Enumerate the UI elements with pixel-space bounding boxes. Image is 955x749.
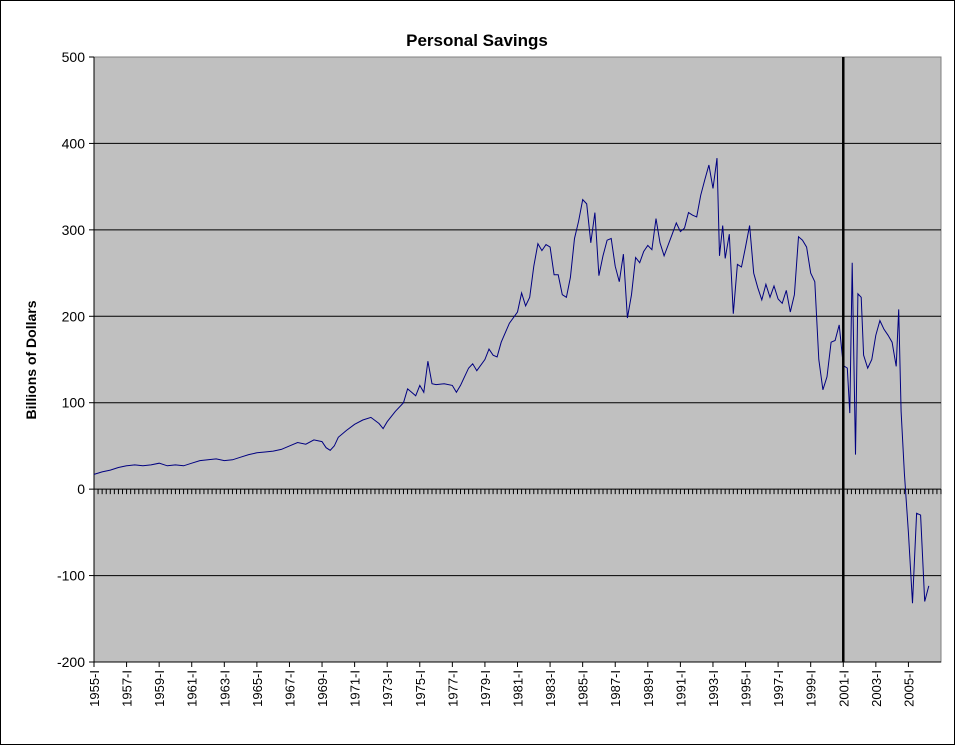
y-tick-label: 300 [62,222,86,238]
x-tick-label: 1955-I [87,670,102,707]
y-axis-ticks: -200 -100 0 100 200 300 400 500 [57,49,95,670]
x-axis-minor-ticks [93,489,942,495]
x-tick-label: 1963-I [217,670,232,707]
x-tick-label: 1985-I [576,670,591,707]
chart-title: Personal Savings [406,31,548,50]
x-tick-label: 1967-I [282,670,297,707]
x-tick-label: 1969-I [315,670,330,707]
gridlines [94,142,941,577]
x-axis-ticks: 1955-I 1957-I 1959-I 1961-I 1963-I 1965-I 1967… [87,661,941,707]
x-tick-label: 1973-I [380,670,395,707]
x-tick-label: 2005-I [901,670,916,707]
plot-area [93,56,942,663]
series-line-personal-savings [93,158,930,604]
y-axis-label: Billions of Dollars [23,300,39,419]
x-tick-label: 1993-I [706,670,721,707]
x-tick-label: 1987-I [608,670,623,707]
x-tick-label: 1983-I [543,670,558,707]
y-tick-label: -100 [57,568,85,584]
x-tick-label: 1977-I [445,670,460,707]
y-tick-label: 100 [62,395,86,411]
x-tick-label: 1989-I [641,670,656,707]
x-tick-label: 1971-I [348,670,363,707]
x-tick-label: 1961-I [185,670,200,707]
y-tick-label: -200 [57,654,85,670]
x-tick-label: 1997-I [771,670,786,707]
x-tick-label: 2001-I [836,670,851,707]
y-tick-label: 400 [62,135,86,151]
y-tick-label: 500 [62,49,86,65]
x-tick-label: 1965-I [250,670,265,707]
x-tick-label: 1979-I [478,670,493,707]
x-tick-label: 1981-I [511,670,526,707]
y-tick-label: 0 [77,481,85,497]
x-tick-label: 1991-I [673,670,688,707]
x-tick-label: 2003-I [869,670,884,707]
y-tick-label: 200 [62,308,86,324]
x-tick-label: 1999-I [804,670,819,707]
x-tick-label: 1957-I [120,670,135,707]
x-tick-label: 1975-I [413,670,428,707]
x-tick-label: 1995-I [739,670,754,707]
x-tick-label: 1959-I [152,670,167,707]
